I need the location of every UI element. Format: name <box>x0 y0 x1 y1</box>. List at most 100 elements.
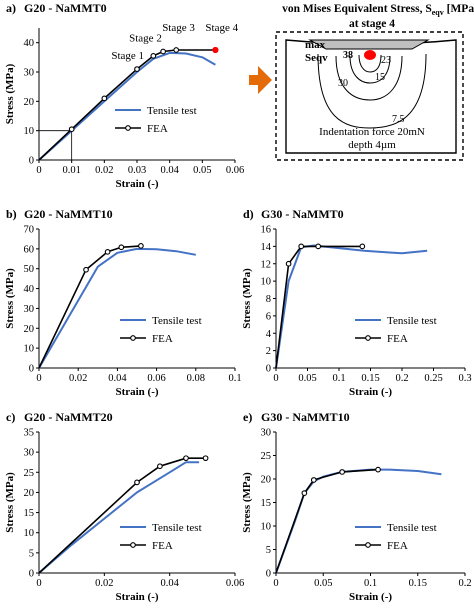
x-tick-label: 0.02 <box>95 165 113 176</box>
legend-tensile-label: Tensile test <box>387 315 437 327</box>
tensile-test-line <box>38 51 216 161</box>
panel-d-chart: 0 0.05 0.1 0.15 0.2 0.25 0.3 0 2 4 6 8 10 12 14 16 Strai… <box>241 225 472 399</box>
panel-a-chart: 0 0.01 0.02 0.03 0.04 0.05 0.06 0 10 20 30 40 Strain… <box>4 22 244 190</box>
y-tick-label: 0 <box>266 569 271 580</box>
legend-fea-label: FEA <box>387 333 408 345</box>
contour-30 <box>358 54 382 73</box>
stress-inset: von Mises Equivalent Stress, Seqv [MPa] … <box>275 3 474 161</box>
y-tick-label: 5 <box>29 548 34 559</box>
y-tick-label: 5 <box>266 545 271 556</box>
x-tick-label: 0.01 <box>62 165 80 176</box>
panel-c-label: c) <box>6 410 15 424</box>
legend-fea-label: FEA <box>152 333 173 345</box>
fea-point <box>160 48 166 55</box>
fea-point <box>118 244 125 251</box>
x-tick-label: 0.25 <box>424 373 442 384</box>
inset-caption-force: Indentation force 20mN <box>319 126 425 138</box>
y-tick-label: 0 <box>29 364 34 375</box>
y-axis-title: Stress (MPa) <box>241 472 253 533</box>
y-tick-label: 4 <box>266 329 272 340</box>
y-tick-label: 30 <box>24 304 35 315</box>
x-axis-title: Strain (-) <box>115 386 158 398</box>
x-tick-label: 0.03 <box>128 165 146 176</box>
y-tick-label: 25 <box>261 451 272 462</box>
contour-label-23: 23 <box>381 55 391 66</box>
y-tick-label: 8 <box>266 294 271 305</box>
y-tick-label: 16 <box>261 225 272 236</box>
stress-arrow <box>249 66 272 94</box>
x-tick-label: 0.2 <box>395 373 408 384</box>
panel-a-label: a) <box>6 1 16 15</box>
x-tick-label: 0.3 <box>458 373 471 384</box>
panel-e-title: G30 - NaMMT10 <box>261 410 350 424</box>
panel-c-chart: 0 0.02 0.04 0.06 0 5 10 15 20 25 30 35 Strain (-) Str… <box>4 428 244 604</box>
x-tick-label: 0 <box>36 578 41 589</box>
y-tick-label: 35 <box>24 428 35 439</box>
y-tick-label: 25 <box>24 468 35 479</box>
fea-line <box>275 468 379 574</box>
y-axis-title: Stress (MPa) <box>4 472 16 533</box>
y-tick-label: 2 <box>266 346 271 357</box>
contour-label-38: 38 <box>343 50 353 61</box>
fea-point <box>359 243 366 250</box>
y-tick-label: 14 <box>261 242 272 253</box>
legend-fea-marker <box>130 542 136 548</box>
panel-b-label: b) <box>6 207 17 221</box>
y-axis-title: Stress (MPa) <box>4 268 16 329</box>
fea-point <box>375 466 381 473</box>
legend-fea-marker <box>365 335 371 341</box>
stage-4-label: Stage 4 <box>205 22 238 34</box>
tensile-test-line <box>38 247 196 369</box>
x-tick-label: 0 <box>273 578 278 589</box>
y-tick-label: 12 <box>261 259 272 270</box>
tensile-test-line <box>38 461 200 574</box>
x-tick-label: 0.04 <box>108 373 127 384</box>
legend-tensile-label: Tensile test <box>147 105 197 117</box>
contour-7-5 <box>317 53 427 129</box>
y-axis-title: Stress (MPa) <box>241 268 253 329</box>
y-tick-label: 50 <box>24 264 35 275</box>
contour-label-15: 15 <box>375 72 385 83</box>
y-axis-title: Stress (MPa) <box>4 63 16 124</box>
fea-point <box>138 243 144 249</box>
panel-b-title: G20 - NaMMT10 <box>24 207 113 221</box>
fea-point <box>83 266 89 273</box>
x-tick-label: 0.08 <box>187 373 205 384</box>
inset-caption-depth: depth 4µm <box>348 139 396 151</box>
y-tick-label: 40 <box>24 38 35 49</box>
y-tick-label: 15 <box>24 508 35 519</box>
legend-fea-marker <box>125 125 131 131</box>
x-axis-title: Strain (-) <box>349 591 392 603</box>
stage-2-label: Stage 2 <box>129 32 162 44</box>
x-tick-label: 0.2 <box>458 578 471 589</box>
fea-point <box>285 260 292 267</box>
x-axis-title: Strain (-) <box>115 178 158 190</box>
indenter-shape <box>308 39 430 50</box>
panel-d-label: d) <box>243 207 254 221</box>
y-tick-label: 30 <box>24 448 35 459</box>
y-tick-label: 20 <box>24 97 35 108</box>
fea-line <box>38 457 206 574</box>
panel-d-title: G30 - NaMMT0 <box>261 207 344 221</box>
x-axis-title: Strain (-) <box>115 591 158 603</box>
x-tick-label: 0 <box>273 373 278 384</box>
fea-point <box>202 455 209 462</box>
x-tick-label: 0.15 <box>409 578 427 589</box>
y-tick-label: 20 <box>261 475 272 486</box>
fea-point <box>150 53 157 59</box>
fea-point <box>101 95 108 102</box>
legend-fea-label: FEA <box>387 540 408 552</box>
fea-point <box>157 463 163 470</box>
stage-1-label: Stage 1 <box>111 50 144 62</box>
panel-c-title: G20 - NaMMT20 <box>24 410 113 424</box>
fea-point <box>173 47 180 53</box>
inset-subtitle: at stage 4 <box>349 18 395 30</box>
x-tick-label: 0.06 <box>147 373 165 384</box>
legend-tensile-label: Tensile test <box>152 315 202 327</box>
x-tick-label: 0.04 <box>160 165 179 176</box>
contour-23 <box>349 55 391 84</box>
legend-fea-label: FEA <box>147 123 168 135</box>
y-tick-label: 10 <box>261 522 272 533</box>
panel-c: c) G20 - NaMMT20 0 0.02 0.04 0.06 0 5 10 15 20 25… <box>4 410 244 603</box>
